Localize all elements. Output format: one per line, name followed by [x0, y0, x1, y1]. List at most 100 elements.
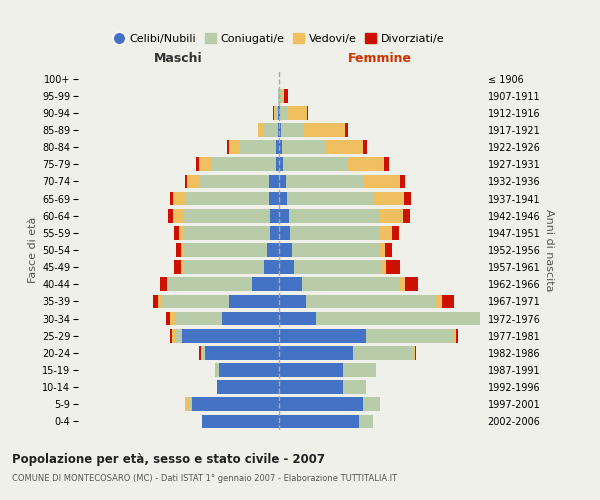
Bar — [279, 329, 366, 342]
Bar — [199, 346, 200, 360]
Bar — [281, 89, 284, 102]
Bar — [278, 89, 279, 102]
Bar — [167, 278, 169, 291]
Bar — [400, 278, 405, 291]
Bar — [175, 312, 222, 326]
Bar — [279, 414, 359, 428]
Bar — [400, 174, 405, 188]
Legend: Celibi/Nubili, Coniugati/e, Vedovi/e, Divorziati/e: Celibi/Nubili, Coniugati/e, Vedovi/e, Di… — [109, 29, 449, 48]
Bar — [404, 192, 411, 205]
Bar — [269, 209, 279, 222]
Bar — [170, 329, 172, 342]
Bar — [269, 174, 279, 188]
Bar — [289, 209, 380, 222]
Bar — [436, 294, 442, 308]
Bar — [304, 123, 344, 137]
Bar — [392, 226, 399, 239]
Bar — [239, 140, 275, 154]
Bar — [279, 398, 363, 411]
Bar — [290, 226, 380, 239]
Bar — [380, 226, 392, 239]
Bar — [386, 260, 400, 274]
Bar — [257, 123, 264, 137]
Bar — [383, 158, 389, 171]
Bar — [181, 260, 184, 274]
Bar — [173, 209, 182, 222]
Bar — [366, 329, 453, 342]
Bar — [267, 243, 279, 257]
Bar — [344, 123, 348, 137]
Bar — [188, 398, 192, 411]
Bar — [182, 329, 279, 342]
Bar — [273, 106, 274, 120]
Bar — [279, 140, 283, 154]
Bar — [343, 380, 366, 394]
Bar — [286, 174, 363, 188]
Bar — [283, 158, 347, 171]
Bar — [278, 106, 279, 120]
Bar — [222, 312, 279, 326]
Bar — [487, 312, 490, 326]
Bar — [456, 329, 458, 342]
Bar — [187, 174, 199, 188]
Bar — [264, 260, 279, 274]
Bar — [182, 226, 269, 239]
Bar — [279, 243, 292, 257]
Bar — [174, 260, 181, 274]
Bar — [279, 260, 294, 274]
Y-axis label: Anni di nascita: Anni di nascita — [544, 209, 554, 291]
Bar — [279, 192, 287, 205]
Bar — [415, 346, 416, 360]
Text: Femmine: Femmine — [347, 52, 412, 65]
Bar — [170, 312, 175, 326]
Bar — [279, 312, 316, 326]
Bar — [353, 346, 413, 360]
Bar — [287, 192, 374, 205]
Bar — [274, 106, 275, 120]
Bar — [184, 260, 264, 274]
Bar — [374, 192, 404, 205]
Bar — [363, 140, 367, 154]
Bar — [158, 294, 162, 308]
Bar — [275, 158, 279, 171]
Bar — [173, 192, 185, 205]
Bar — [279, 278, 302, 291]
Bar — [442, 294, 454, 308]
Bar — [264, 123, 278, 137]
Bar — [199, 158, 212, 171]
Bar — [363, 174, 400, 188]
Bar — [212, 158, 275, 171]
Bar — [182, 209, 269, 222]
Bar — [275, 106, 278, 120]
Bar — [185, 174, 187, 188]
Bar — [279, 294, 306, 308]
Bar — [381, 260, 386, 274]
Bar — [316, 312, 484, 326]
Bar — [200, 346, 202, 360]
Bar — [275, 140, 279, 154]
Bar — [359, 414, 373, 428]
Bar — [218, 363, 279, 377]
Bar — [181, 243, 183, 257]
Bar — [169, 278, 252, 291]
Bar — [279, 346, 353, 360]
Bar — [280, 106, 287, 120]
Bar — [279, 106, 280, 120]
Bar — [380, 243, 385, 257]
Bar — [347, 158, 383, 171]
Bar — [229, 294, 279, 308]
Bar — [205, 346, 279, 360]
Bar — [160, 278, 167, 291]
Bar — [175, 226, 179, 239]
Bar — [192, 398, 279, 411]
Bar — [199, 174, 269, 188]
Bar — [153, 294, 158, 308]
Text: COMUNE DI MONTECOSARO (MC) - Dati ISTAT 1° gennaio 2007 - Elaborazione TUTTITALI: COMUNE DI MONTECOSARO (MC) - Dati ISTAT … — [12, 474, 397, 483]
Bar — [326, 140, 363, 154]
Bar — [302, 278, 400, 291]
Bar — [278, 123, 279, 137]
Bar — [185, 398, 188, 411]
Text: Maschi: Maschi — [154, 52, 203, 65]
Bar — [215, 363, 218, 377]
Bar — [196, 158, 199, 171]
